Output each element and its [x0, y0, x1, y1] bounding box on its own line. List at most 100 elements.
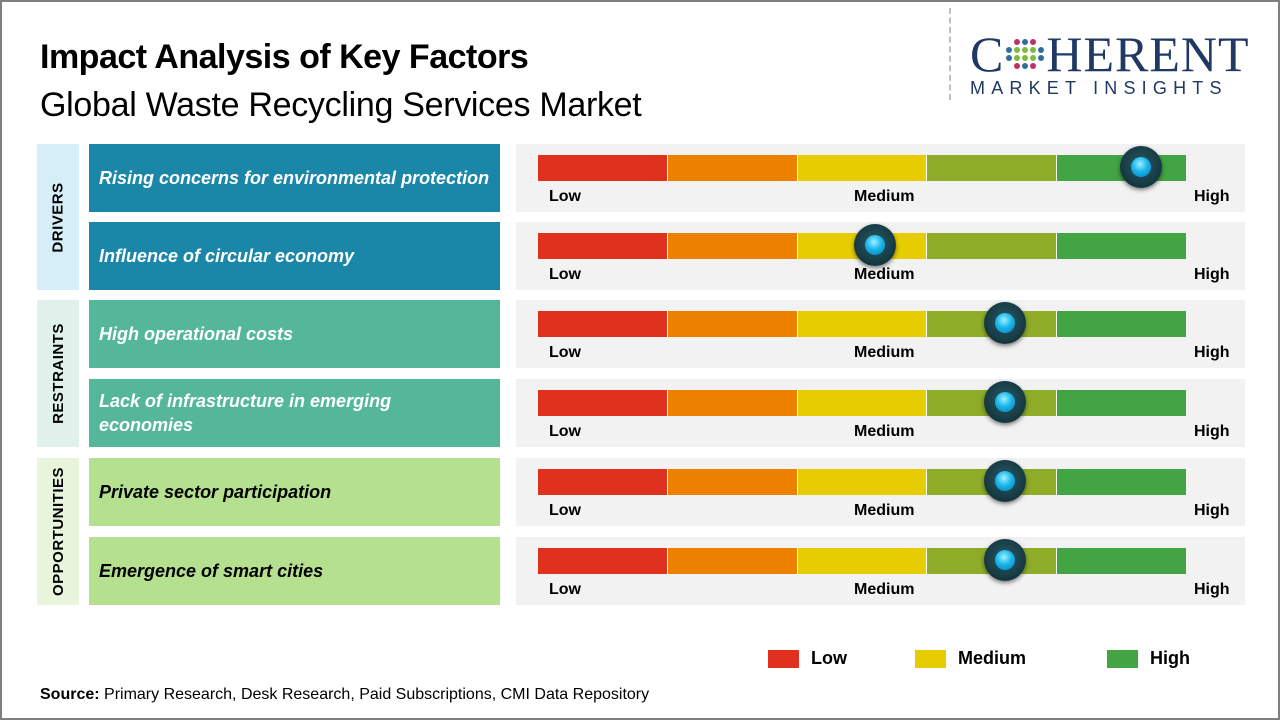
logo-dot	[1006, 39, 1013, 45]
logo-dot	[1014, 63, 1021, 69]
legend-swatch	[768, 649, 799, 668]
scale-segment	[667, 548, 798, 574]
scale-segment	[797, 155, 928, 181]
impact-scale-bar	[538, 311, 1186, 337]
legend-swatch	[915, 649, 946, 668]
impact-scale-bar	[538, 155, 1186, 181]
impact-indicator-knob	[983, 539, 1026, 581]
logo-dot	[1030, 55, 1037, 61]
legend-swatch	[1107, 649, 1138, 668]
logo-dot	[1022, 63, 1029, 69]
impact-scale-bar	[538, 390, 1186, 416]
scale-segment	[667, 469, 798, 495]
impact-gauge: Low Medium High	[516, 458, 1245, 526]
scale-segment	[667, 233, 798, 259]
logo-letter-c: C	[970, 26, 1005, 82]
logo-dot	[1006, 47, 1013, 53]
scale-label-medium: Medium	[854, 188, 915, 205]
impact-gauge: Low Medium High	[516, 144, 1245, 212]
scale-label-high: High	[1194, 581, 1230, 598]
scale-label-low: Low	[549, 423, 581, 440]
logo-wordmark: C HERENT	[970, 26, 1260, 82]
logo-dot	[1038, 39, 1045, 45]
scale-segment	[797, 469, 928, 495]
scale-label-low: Low	[549, 344, 581, 361]
scale-label-high: High	[1194, 188, 1230, 205]
impact-indicator-knob	[983, 460, 1026, 502]
scale-label-medium: Medium	[854, 423, 915, 440]
logo-dot	[1030, 39, 1037, 45]
scale-label-high: High	[1194, 266, 1230, 283]
scale-label-medium: Medium	[854, 502, 915, 519]
logo-dot	[1022, 39, 1029, 45]
category-label-opportunities: OPPORTUNITIES	[37, 458, 79, 605]
scale-segment	[538, 311, 668, 337]
chart-subtitle: Global Waste Recycling Services Market	[40, 86, 642, 124]
scale-segment	[1057, 233, 1186, 259]
logo-dot	[1006, 55, 1013, 61]
scale-segment	[927, 155, 1058, 181]
factor-label: Rising concerns for environmental protec…	[89, 144, 500, 212]
scale-segment	[538, 469, 668, 495]
logo-tagline: MARKET INSIGHTS	[970, 78, 1228, 98]
legend-label: Low	[811, 648, 847, 668]
impact-indicator-knob	[853, 224, 896, 266]
category-label-drivers: DRIVERS	[37, 144, 79, 290]
category-label-restraints: RESTRAINTS	[37, 300, 79, 447]
category-label-text: OPPORTUNITIES	[49, 466, 67, 597]
category-label-text: DRIVERS	[49, 181, 67, 253]
scale-segment	[538, 233, 668, 259]
factor-label: Emergence of smart cities	[89, 537, 500, 605]
impact-gauge: Low Medium High	[516, 537, 1245, 605]
scale-label-high: High	[1194, 423, 1230, 440]
legend-label: High	[1150, 648, 1190, 668]
scale-segment	[797, 390, 928, 416]
impact-indicator-knob	[983, 302, 1026, 344]
scale-label-low: Low	[549, 502, 581, 519]
factor-label: Private sector participation	[89, 458, 500, 526]
logo-dot	[1030, 63, 1037, 69]
logo-divider	[949, 8, 951, 100]
scale-segment	[797, 548, 928, 574]
impact-gauge: Low Medium High	[516, 300, 1245, 368]
logo-dot	[1014, 39, 1021, 45]
scale-segment	[1057, 469, 1186, 495]
factor-label: High operational costs	[89, 300, 500, 368]
scale-segment	[667, 311, 798, 337]
legend-item-high: High	[1107, 648, 1190, 669]
scale-segment	[538, 548, 668, 574]
logo-dot	[1038, 63, 1045, 69]
source-label: Source:	[40, 686, 100, 703]
scale-label-high: High	[1194, 344, 1230, 361]
scale-segment	[1057, 548, 1186, 574]
impact-scale-bar	[538, 548, 1186, 574]
logo-dot	[1022, 55, 1029, 61]
scale-segment	[797, 311, 928, 337]
logo-dot	[1030, 47, 1037, 53]
legend-item-medium: Medium	[915, 648, 1026, 669]
scale-segment	[538, 155, 668, 181]
legend-item-low: Low	[768, 648, 847, 669]
logo-dot	[1014, 55, 1021, 61]
logo-dot	[1014, 47, 1021, 53]
impact-scale-bar	[538, 469, 1186, 495]
chart-title: Impact Analysis of Key Factors	[40, 38, 529, 76]
source-note: Source: Primary Research, Desk Research,…	[40, 686, 649, 704]
scale-segment	[667, 155, 798, 181]
scale-label-medium: Medium	[854, 344, 915, 361]
impact-gauge: Low Medium High	[516, 379, 1245, 447]
logo-dot	[1022, 47, 1029, 53]
scale-segment	[538, 390, 668, 416]
impact-scale-bar	[538, 233, 1186, 259]
scale-label-medium: Medium	[854, 581, 915, 598]
scale-segment	[1057, 390, 1186, 416]
factor-label: Influence of circular economy	[89, 222, 500, 290]
logo-dot	[1038, 55, 1045, 61]
company-logo: C HERENT MARKET INSIGHTS	[970, 26, 1260, 99]
logo-text: HERENT	[1046, 26, 1250, 82]
logo-dot	[1038, 47, 1045, 53]
scale-label-low: Low	[549, 188, 581, 205]
scale-label-low: Low	[549, 581, 581, 598]
scale-segment	[1057, 311, 1186, 337]
